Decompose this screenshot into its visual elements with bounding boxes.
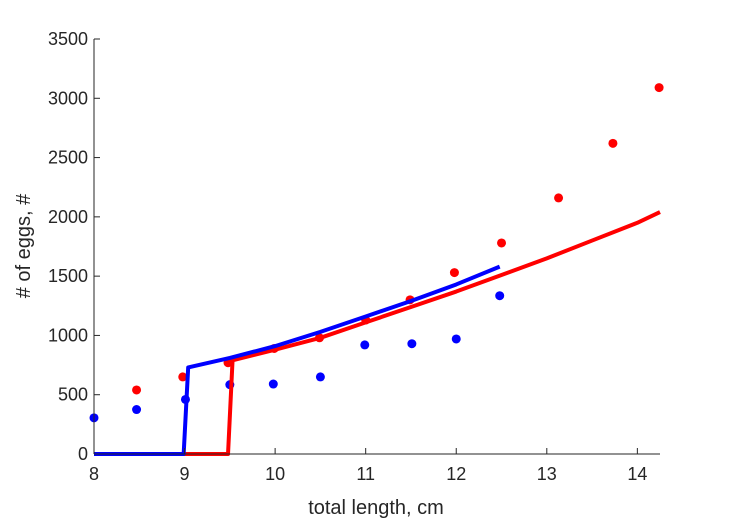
x-tick-label: 13 [537, 464, 557, 484]
y-tick-label: 2000 [48, 207, 88, 227]
blue-data-point [451, 334, 461, 344]
y-tick-label: 1000 [48, 325, 88, 345]
x-tick-label: 14 [627, 464, 647, 484]
blue-data-point [407, 339, 417, 349]
x-tick-label: 10 [265, 464, 285, 484]
blue-data-point [268, 379, 278, 389]
y-axis: 0 500 1000 1500 2000 2500 3000 3500 [48, 29, 100, 464]
y-tick-label: 500 [58, 385, 88, 405]
y-tick-label: 2500 [48, 148, 88, 168]
y-tick-label: 3000 [48, 88, 88, 108]
red-data-point [132, 385, 142, 395]
x-tick-label: 11 [356, 464, 375, 484]
y-axis-label: # of eggs, # [13, 193, 35, 298]
red-data-point [449, 268, 459, 278]
x-axis-label: total length, cm [308, 497, 444, 519]
x-axis: 8 9 10 11 12 13 14 [89, 448, 660, 484]
x-tick-label: 12 [446, 464, 466, 484]
y-tick-label: 1500 [48, 266, 88, 286]
blue-data-point [495, 291, 505, 301]
red-data-point [497, 238, 507, 248]
red-data-point [554, 193, 564, 203]
plot-marks [89, 83, 664, 456]
y-tick-label: 3500 [48, 29, 88, 49]
blue-fit-line [94, 264, 501, 456]
blue-data-point [132, 405, 142, 415]
red-data-point [654, 83, 664, 93]
red-data-point [178, 372, 188, 382]
x-tick-label: 8 [89, 464, 99, 484]
blue-data-point [360, 340, 370, 350]
red-fit-line [94, 210, 661, 456]
x-tick-label: 9 [180, 464, 190, 484]
red-data-point [608, 138, 618, 148]
y-tick-label: 0 [78, 444, 88, 464]
blue-data-point [315, 372, 325, 382]
